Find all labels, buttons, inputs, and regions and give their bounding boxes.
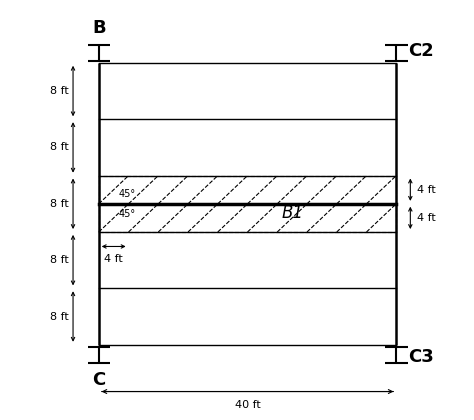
Text: B: B [92, 19, 106, 37]
Text: C3: C3 [408, 348, 434, 366]
Text: 8 ft: 8 ft [50, 312, 68, 322]
Bar [99, 176, 396, 232]
Text: 4 ft: 4 ft [104, 254, 123, 264]
Text: 8 ft: 8 ft [50, 142, 68, 152]
Text: 40 ft: 40 ft [235, 400, 260, 410]
Text: C2: C2 [408, 42, 434, 60]
Text: 4 ft: 4 ft [417, 213, 436, 223]
Text: 45°: 45° [118, 189, 136, 199]
Text: 4 ft: 4 ft [417, 185, 436, 195]
Text: 8 ft: 8 ft [50, 199, 68, 209]
Text: 8 ft: 8 ft [50, 86, 68, 96]
Text: C: C [92, 371, 105, 389]
Text: 45°: 45° [118, 209, 136, 219]
Text: B1: B1 [281, 204, 303, 222]
Text: 8 ft: 8 ft [50, 255, 68, 265]
